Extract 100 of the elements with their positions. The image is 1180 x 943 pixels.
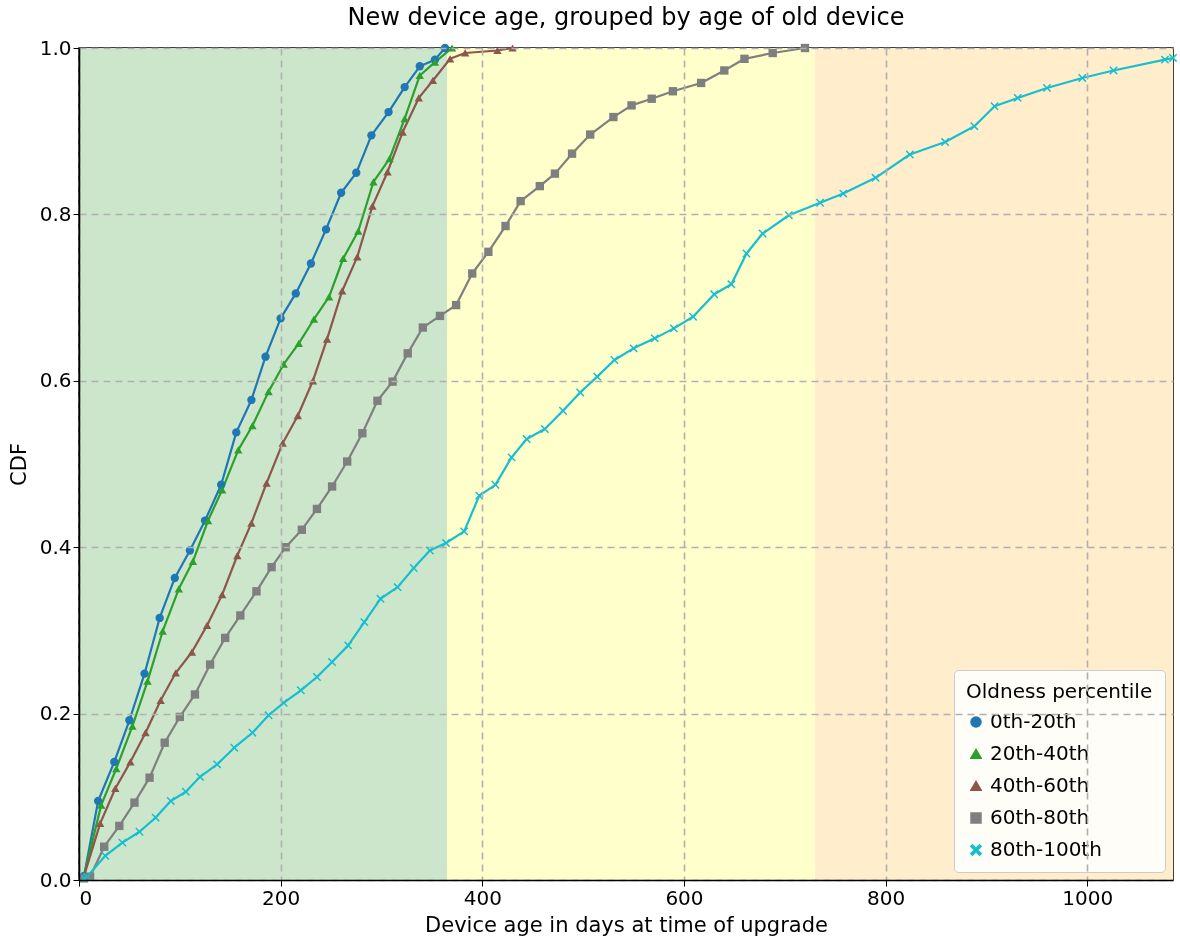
point bbox=[174, 585, 183, 593]
point bbox=[1160, 55, 1170, 64]
point bbox=[145, 773, 154, 782]
point bbox=[567, 149, 577, 158]
point bbox=[727, 280, 736, 289]
point bbox=[447, 44, 457, 52]
point bbox=[322, 335, 332, 343]
point bbox=[740, 54, 749, 63]
point bbox=[400, 115, 409, 123]
point bbox=[309, 315, 319, 323]
point bbox=[111, 784, 120, 793]
point bbox=[212, 760, 222, 769]
point bbox=[647, 94, 656, 103]
point bbox=[143, 677, 152, 685]
point bbox=[383, 168, 392, 176]
point bbox=[221, 633, 230, 643]
point bbox=[205, 660, 215, 669]
point bbox=[151, 813, 160, 822]
point bbox=[435, 311, 445, 321]
y-tick-label: 0.2 bbox=[39, 701, 72, 726]
point bbox=[668, 87, 678, 96]
point bbox=[248, 422, 257, 430]
x-tick-label: 0 bbox=[79, 885, 93, 910]
point bbox=[940, 137, 950, 147]
point bbox=[293, 412, 302, 420]
point bbox=[95, 819, 105, 828]
point bbox=[170, 573, 179, 583]
point bbox=[384, 107, 393, 117]
point bbox=[398, 128, 407, 136]
point bbox=[558, 406, 568, 415]
point bbox=[445, 55, 455, 63]
point bbox=[262, 479, 271, 487]
point bbox=[627, 101, 636, 110]
point bbox=[236, 611, 245, 620]
point bbox=[360, 617, 369, 627]
point bbox=[297, 525, 307, 534]
point bbox=[344, 641, 353, 650]
y-axis-title: CDF bbox=[6, 443, 31, 486]
point bbox=[688, 312, 698, 321]
point bbox=[202, 621, 212, 630]
point bbox=[125, 716, 134, 725]
point bbox=[535, 181, 544, 191]
point bbox=[650, 334, 659, 343]
point bbox=[296, 686, 306, 695]
point bbox=[507, 453, 516, 462]
point bbox=[279, 360, 288, 368]
point bbox=[970, 122, 979, 131]
point bbox=[135, 827, 144, 836]
point bbox=[158, 627, 167, 635]
x-tick-label: 1000 bbox=[1062, 885, 1114, 910]
point bbox=[352, 168, 361, 177]
point bbox=[484, 247, 493, 257]
point bbox=[403, 349, 412, 358]
point bbox=[171, 669, 180, 677]
point bbox=[110, 757, 119, 767]
point bbox=[468, 269, 477, 278]
x-tick-label: 600 bbox=[665, 885, 704, 910]
point bbox=[516, 196, 525, 206]
point bbox=[367, 131, 376, 140]
point bbox=[540, 424, 550, 434]
point bbox=[321, 225, 331, 234]
point bbox=[264, 387, 273, 396]
point bbox=[696, 78, 706, 88]
point bbox=[232, 428, 241, 437]
legend-label: 60th-80th bbox=[990, 805, 1090, 829]
y-tick-label: 0.4 bbox=[39, 534, 72, 559]
point bbox=[327, 482, 337, 491]
point bbox=[100, 842, 109, 851]
point bbox=[261, 352, 270, 361]
point bbox=[385, 155, 394, 163]
point bbox=[185, 546, 195, 555]
point bbox=[267, 562, 276, 572]
point bbox=[508, 44, 517, 52]
point bbox=[441, 538, 451, 548]
point bbox=[233, 551, 242, 560]
point bbox=[409, 563, 418, 573]
point bbox=[97, 801, 106, 809]
y-tick-label: 0.0 bbox=[39, 867, 72, 892]
point bbox=[216, 480, 226, 489]
point bbox=[230, 743, 239, 752]
y-tick-label: 0.6 bbox=[39, 368, 72, 393]
point bbox=[742, 249, 751, 258]
point bbox=[575, 388, 585, 397]
point bbox=[1109, 66, 1118, 75]
point bbox=[338, 254, 348, 263]
point bbox=[451, 300, 461, 310]
point bbox=[327, 657, 337, 667]
point bbox=[768, 48, 777, 58]
point bbox=[195, 772, 205, 782]
point bbox=[414, 94, 423, 102]
point bbox=[1042, 83, 1052, 93]
point bbox=[610, 355, 619, 365]
point bbox=[758, 229, 767, 238]
point bbox=[336, 188, 346, 197]
point bbox=[368, 202, 377, 210]
point bbox=[312, 504, 322, 514]
point bbox=[343, 457, 352, 466]
point bbox=[388, 377, 397, 386]
legend-title: Oldness percentile bbox=[966, 679, 1153, 703]
point bbox=[376, 594, 385, 603]
